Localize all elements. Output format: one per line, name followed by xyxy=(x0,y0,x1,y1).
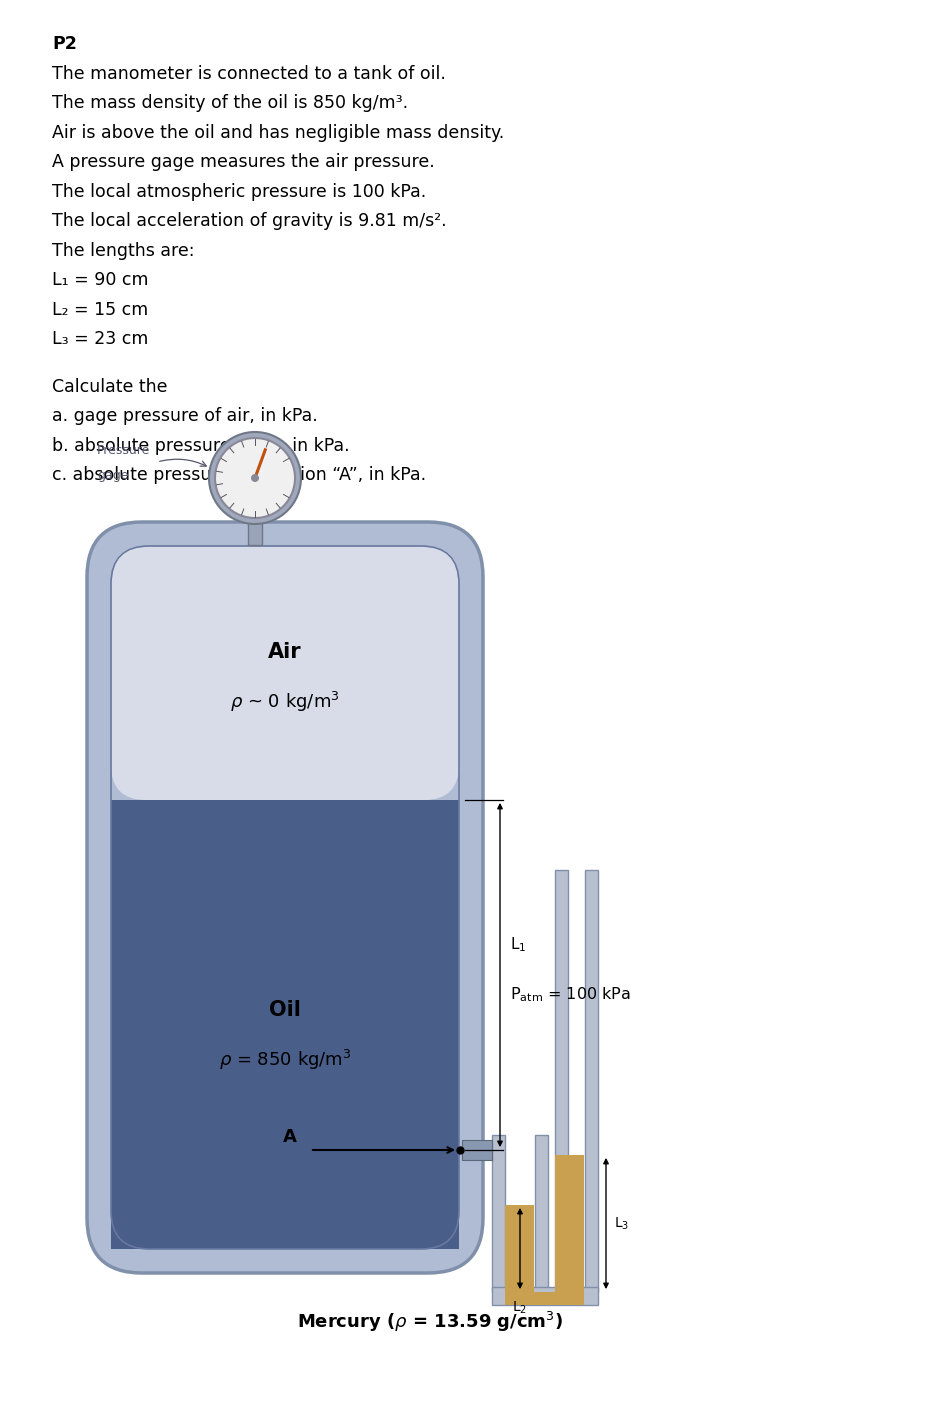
Bar xyxy=(535,1135,548,1292)
Text: Air is above the oil and has negligible mass density.: Air is above the oil and has negligible … xyxy=(52,124,505,142)
Text: The local acceleration of gravity is 9.81 m/s².: The local acceleration of gravity is 9.8… xyxy=(52,213,447,230)
Bar xyxy=(555,870,568,1292)
Text: a. gage pressure of air, in kPa.: a. gage pressure of air, in kPa. xyxy=(52,407,318,426)
Text: Oil: Oil xyxy=(269,1000,301,1019)
Text: c. absolute pressure at location “A”, in kPa.: c. absolute pressure at location “A”, in… xyxy=(52,467,426,485)
Circle shape xyxy=(209,431,301,525)
Text: Mercury ($\rho$ = 13.59 g/cm$^3$): Mercury ($\rho$ = 13.59 g/cm$^3$) xyxy=(297,1310,563,1334)
Bar xyxy=(492,1135,505,1292)
Text: L$_2$: L$_2$ xyxy=(512,1300,527,1317)
Bar xyxy=(505,1206,535,1299)
Text: Air: Air xyxy=(268,642,302,663)
FancyBboxPatch shape xyxy=(111,546,459,799)
Text: A pressure gage measures the air pressure.: A pressure gage measures the air pressur… xyxy=(52,154,435,172)
Text: L₂ = 15 cm: L₂ = 15 cm xyxy=(52,300,148,319)
Bar xyxy=(505,1292,585,1304)
Bar xyxy=(111,799,459,1249)
Text: L$_3$: L$_3$ xyxy=(614,1215,629,1232)
Bar xyxy=(585,870,598,1292)
Text: L₃ = 23 cm: L₃ = 23 cm xyxy=(52,330,148,348)
Text: P2: P2 xyxy=(52,35,77,54)
Text: Calculate the: Calculate the xyxy=(52,378,168,396)
Circle shape xyxy=(251,474,259,482)
Text: The mass density of the oil is 850 kg/m³.: The mass density of the oil is 850 kg/m³… xyxy=(52,94,408,113)
Bar xyxy=(555,1155,585,1299)
Bar xyxy=(248,517,262,546)
Text: gage: gage xyxy=(97,468,128,481)
Text: A: A xyxy=(283,1128,297,1146)
Text: The manometer is connected to a tank of oil.: The manometer is connected to a tank of … xyxy=(52,65,446,83)
Text: L₁ = 90 cm: L₁ = 90 cm xyxy=(52,272,148,289)
Text: P$_{\rm atm}$ = 100 kPa: P$_{\rm atm}$ = 100 kPa xyxy=(510,986,631,1004)
Bar xyxy=(492,1287,598,1306)
Text: $\rho$ = 850 kg/m$^3$: $\rho$ = 850 kg/m$^3$ xyxy=(219,1048,352,1072)
Text: b. absolute pressure of air, in kPa.: b. absolute pressure of air, in kPa. xyxy=(52,437,350,455)
Text: L$_1$: L$_1$ xyxy=(510,936,526,955)
Circle shape xyxy=(215,439,295,517)
Text: Pressure: Pressure xyxy=(97,444,150,457)
Text: $\rho$ ~ 0 kg/m$^3$: $\rho$ ~ 0 kg/m$^3$ xyxy=(230,689,339,713)
Text: The lengths are:: The lengths are: xyxy=(52,243,194,259)
Text: The local atmospheric pressure is 100 kPa.: The local atmospheric pressure is 100 kP… xyxy=(52,183,426,202)
Bar xyxy=(462,1141,492,1160)
FancyBboxPatch shape xyxy=(87,522,483,1273)
